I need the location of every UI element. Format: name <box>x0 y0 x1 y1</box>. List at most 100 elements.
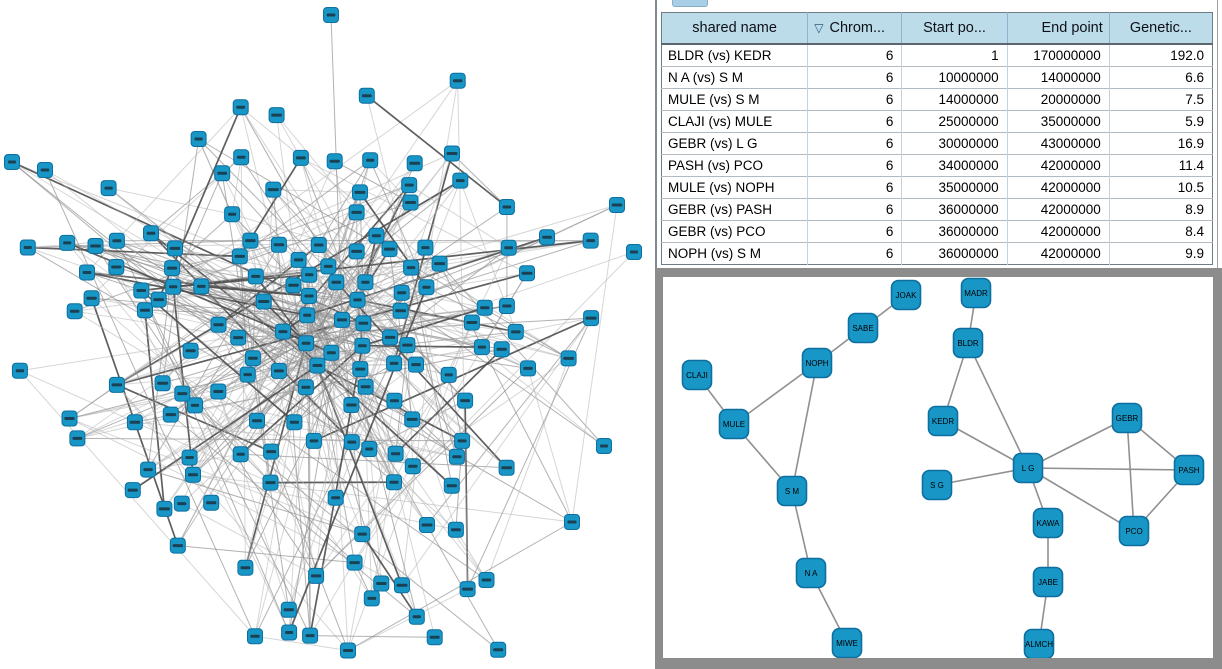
network-edge[interactable] <box>181 503 317 577</box>
network-edge[interactable] <box>486 358 570 581</box>
network-edge[interactable] <box>334 161 363 346</box>
column-header-2[interactable]: Start po... <box>901 12 1008 45</box>
network-node[interactable] <box>301 288 317 304</box>
network-edge[interactable] <box>69 418 363 535</box>
network-node[interactable] <box>357 274 374 291</box>
network-node[interactable] <box>87 238 104 254</box>
table-row[interactable]: N A (vs) S M 6 10000000 14000000 6.6 <box>661 66 1213 89</box>
network-edge[interactable] <box>294 362 395 423</box>
network-edge[interactable] <box>116 384 212 504</box>
network-node-PASH[interactable]: PASH <box>1173 454 1205 486</box>
network-edge[interactable] <box>341 319 466 402</box>
network-edge[interactable] <box>115 266 290 633</box>
network-node[interactable] <box>244 350 261 367</box>
network-edge[interactable] <box>273 189 361 193</box>
network-node[interactable] <box>214 165 231 182</box>
network-node[interactable] <box>167 240 183 257</box>
network-node[interactable] <box>181 449 198 466</box>
network-node[interactable] <box>419 517 435 533</box>
network-edge[interactable] <box>11 161 332 354</box>
network-node[interactable] <box>247 268 264 285</box>
network-node[interactable] <box>301 266 318 283</box>
sub-network-canvas[interactable]: JOAK SABE NOPH CLAJI MULE S M N A MIWE MADR BLDR K… <box>663 277 1213 658</box>
network-node[interactable] <box>232 446 249 463</box>
column-header-3[interactable]: End point <box>1006 12 1110 45</box>
network-node-ALMCH[interactable]: ALMCH <box>1023 628 1055 659</box>
network-node[interactable] <box>355 315 372 332</box>
network-edge[interactable] <box>194 405 499 651</box>
network-node[interactable] <box>343 434 360 451</box>
network-node[interactable] <box>447 521 464 538</box>
table-row[interactable]: MULE (vs) NOPH 6 35000000 42000000 10.5 <box>661 176 1213 199</box>
network-node[interactable] <box>242 232 259 249</box>
network-node[interactable] <box>137 302 153 319</box>
sub-network-view[interactable]: JOAK SABE NOPH CLAJI MULE S M N A MIWE MADR BLDR K… <box>663 277 1213 658</box>
network-node[interactable] <box>346 554 363 571</box>
network-node[interactable] <box>298 335 315 352</box>
network-edge[interactable] <box>288 315 308 633</box>
network-node[interactable] <box>368 227 385 244</box>
network-node[interactable] <box>418 279 435 296</box>
network-edge[interactable] <box>172 267 310 276</box>
network-node-NOPH[interactable]: NOPH <box>801 347 833 379</box>
network-edge[interactable] <box>357 247 509 301</box>
edge-L-G-PASH[interactable] <box>1027 467 1190 471</box>
network-node[interactable] <box>404 458 421 475</box>
network-node[interactable] <box>417 239 434 256</box>
column-header-1[interactable]: ▽ Chrom... <box>807 12 902 45</box>
network-edge[interactable] <box>162 138 200 384</box>
network-node[interactable] <box>343 397 360 413</box>
network-edge[interactable] <box>412 357 569 467</box>
network-node[interactable] <box>249 412 265 429</box>
edge-GEBR-PCO[interactable] <box>1126 417 1135 532</box>
network-node[interactable] <box>327 489 344 506</box>
network-edge[interactable] <box>231 157 242 215</box>
network-node[interactable] <box>140 461 157 478</box>
network-edge[interactable] <box>77 342 307 439</box>
network-node[interactable] <box>401 177 418 194</box>
network-edge[interactable] <box>401 292 458 457</box>
network-node[interactable] <box>69 430 86 447</box>
edge-L-G-GEBR[interactable] <box>1027 417 1128 469</box>
network-node[interactable] <box>185 466 201 483</box>
network-edge[interactable] <box>270 192 361 452</box>
network-edge[interactable] <box>362 344 482 348</box>
network-edge[interactable] <box>361 533 418 618</box>
network-node[interactable] <box>498 298 515 314</box>
network-node[interactable] <box>444 145 460 162</box>
network-edge[interactable] <box>194 405 271 483</box>
network-node[interactable] <box>408 356 424 373</box>
network-node-MIWE[interactable]: MIWE <box>831 627 863 658</box>
network-edge[interactable] <box>457 80 469 590</box>
network-node[interactable] <box>340 642 356 659</box>
network-node[interactable] <box>299 307 316 324</box>
network-node[interactable] <box>443 477 460 494</box>
network-edge[interactable] <box>144 310 166 509</box>
network-edge[interactable] <box>192 474 457 531</box>
network-node[interactable] <box>399 337 416 354</box>
table-row[interactable]: GEBR (vs) L G 6 30000000 43000000 16.9 <box>661 132 1213 155</box>
network-node[interactable] <box>233 149 250 166</box>
network-node[interactable] <box>66 303 83 320</box>
network-node[interactable] <box>440 366 457 383</box>
network-edge[interactable] <box>116 384 272 453</box>
network-node[interactable] <box>280 601 297 618</box>
network-node[interactable] <box>582 232 599 249</box>
table-row[interactable]: BLDR (vs) KEDR 6 1 170000000 192.0 <box>661 43 1213 67</box>
network-node[interactable] <box>193 278 210 295</box>
network-node[interactable] <box>583 310 600 327</box>
network-node[interactable] <box>459 581 476 598</box>
network-node[interactable] <box>490 641 507 658</box>
table-row[interactable]: PASH (vs) PCO 6 34000000 42000000 11.4 <box>661 154 1213 177</box>
network-edge[interactable] <box>254 352 332 637</box>
network-edge[interactable] <box>108 187 284 332</box>
network-node[interactable] <box>448 448 465 465</box>
network-node[interactable] <box>150 291 167 308</box>
table-row[interactable]: NOPH (vs) S M 6 36000000 42000000 9.9 <box>661 242 1213 265</box>
network-node[interactable] <box>239 366 256 383</box>
network-edge[interactable] <box>451 153 508 208</box>
network-node[interactable] <box>326 153 343 170</box>
network-node-S-M[interactable]: S M <box>776 475 808 507</box>
network-node[interactable] <box>231 248 248 265</box>
network-edge[interactable] <box>365 386 395 483</box>
